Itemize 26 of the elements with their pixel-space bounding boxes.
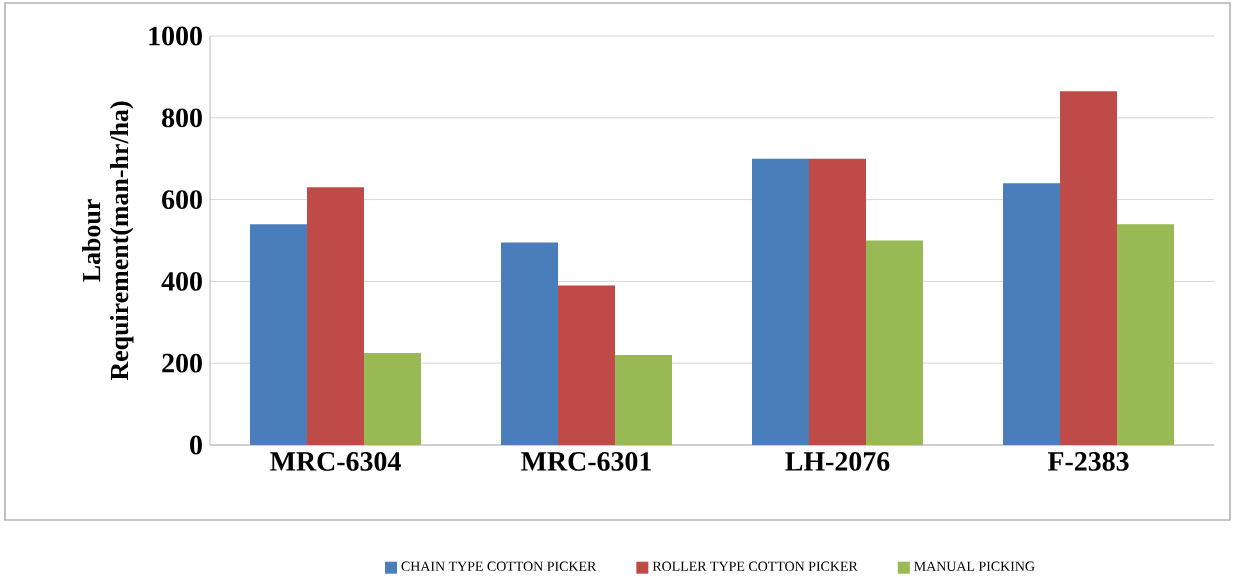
y-axis-title: Labour Requirement(man-hr/ha) [82, 101, 134, 381]
y-tick-label: 400 [161, 271, 202, 291]
bar [558, 285, 616, 445]
bar [364, 352, 421, 445]
x-tick-label: F-2383 [1047, 452, 1129, 471]
bar [1060, 91, 1118, 445]
y-tick-label: 600 [162, 190, 202, 210]
y-tick-label: 200 [162, 353, 202, 373]
bar [1117, 224, 1175, 445]
x-tick-label: MRC-6301 [521, 452, 651, 471]
bar [250, 224, 307, 445]
legend-label: MANUAL PICKING [914, 561, 1035, 571]
x-tick-label: MRC-6304 [270, 452, 401, 471]
y-tick-label: 1000 [149, 26, 202, 46]
bar [1003, 183, 1061, 445]
legend-label: ROLLER TYPE COTTON PICKER [652, 561, 858, 571]
y-tick-label: 800 [162, 108, 202, 128]
bar [501, 242, 559, 445]
bar [809, 158, 867, 445]
bar [752, 158, 810, 445]
x-tick-label: LH-2076 [785, 452, 890, 471]
y-tick-label: 0 [190, 435, 202, 455]
bar [615, 355, 673, 445]
bar [307, 187, 364, 445]
bar [866, 240, 924, 445]
legend-label: CHAIN TYPE COTTON PICKER [401, 561, 597, 571]
